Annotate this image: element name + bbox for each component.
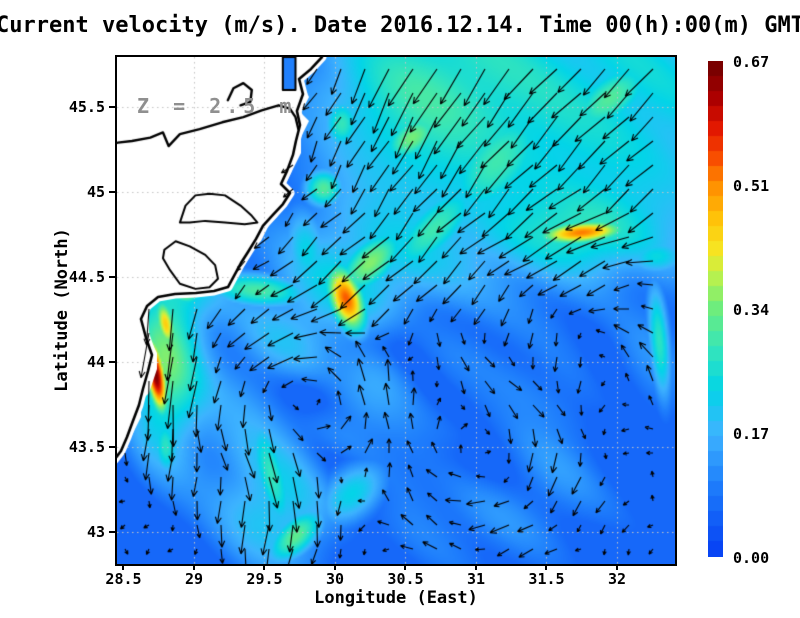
x-tick-mark xyxy=(122,564,125,570)
colorbar-tick-label: 0.17 xyxy=(733,425,770,443)
x-tick-label: 28.5 xyxy=(105,570,142,588)
x-tick-label: 30.5 xyxy=(387,570,424,588)
y-tick-label: 44.5 xyxy=(68,267,105,286)
colorbar-tick-label: 0.67 xyxy=(733,53,770,71)
y-tick-label: 43 xyxy=(86,522,105,541)
map-plot-area: Z = 2.5 m xyxy=(115,55,677,566)
y-tick-label: 43.5 xyxy=(68,437,105,456)
y-tick-mark xyxy=(109,360,115,363)
y-tick-mark xyxy=(109,105,115,108)
x-tick-mark xyxy=(333,564,336,570)
colorbar xyxy=(708,61,723,557)
y-axis-label: Latitude (North) xyxy=(52,228,72,392)
x-tick-label: 32 xyxy=(607,570,627,588)
x-axis-label: Longitude (East) xyxy=(314,588,478,608)
x-tick-label: 29.5 xyxy=(246,570,283,588)
colorbar-tick-label: 0.00 xyxy=(733,549,770,567)
x-tick-label: 31 xyxy=(466,570,486,588)
depth-annotation: Z = 2.5 m xyxy=(137,94,297,118)
velocity-field-canvas xyxy=(117,57,675,564)
x-tick-label: 29 xyxy=(184,570,204,588)
x-tick-label: 31.5 xyxy=(528,570,565,588)
x-tick-mark xyxy=(404,564,407,570)
y-tick-mark xyxy=(109,190,115,193)
x-tick-mark xyxy=(474,564,477,570)
colorbar-tick-label: 0.51 xyxy=(733,177,770,195)
y-tick-label: 45.5 xyxy=(68,97,105,116)
x-tick-mark xyxy=(615,564,618,570)
x-tick-mark xyxy=(263,564,266,570)
x-tick-mark xyxy=(545,564,548,570)
chart-title: Current velocity (m/s). Date 2016.12.14.… xyxy=(0,13,800,38)
y-tick-mark xyxy=(109,275,115,278)
y-tick-label: 45 xyxy=(86,182,105,201)
x-tick-label: 30 xyxy=(325,570,345,588)
y-tick-mark xyxy=(109,530,115,533)
x-tick-mark xyxy=(192,564,195,570)
colorbar-tick-label: 0.34 xyxy=(733,301,770,319)
y-tick-label: 44 xyxy=(86,352,105,371)
y-tick-mark xyxy=(109,445,115,448)
